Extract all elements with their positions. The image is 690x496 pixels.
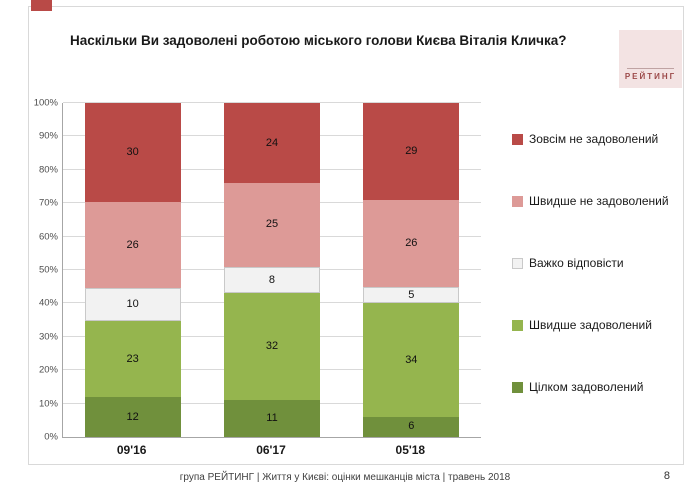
bar-segment: 8 — [223, 266, 320, 294]
chart-title: Наскільки Ви задоволені роботою міського… — [70, 33, 567, 48]
bar-segment-value: 29 — [405, 144, 418, 157]
logo-text: РЕЙТИНГ — [624, 72, 677, 81]
legend-swatch — [512, 319, 523, 331]
y-axis: 0% 10% 20% 30% 40% 50% 60% 70% 80% 90% 100% — [18, 98, 58, 443]
legend-item: Швидше не задоволений — [512, 194, 682, 208]
bar-segment: 12 — [84, 397, 181, 437]
legend-swatch — [512, 381, 523, 393]
legend-swatch — [512, 257, 523, 269]
bar-segment: 10 — [84, 288, 181, 322]
y-tick-label: 10% — [38, 398, 58, 410]
bar-segment: 11 — [223, 400, 320, 437]
stacked-bar: 6 34 5 26 29 — [363, 103, 460, 437]
y-tick-label: 40% — [38, 297, 58, 309]
bar-segment-value: 32 — [265, 340, 279, 353]
x-category-label: 05'18 — [395, 443, 426, 457]
bar-segment-value: 5 — [408, 288, 415, 301]
legend-item: Цілком задоволений — [512, 380, 682, 394]
plot-area: 12 23 10 26 30 11 32 8 25 24 6 34 5 26 29 — [62, 102, 481, 438]
y-tick-label: 90% — [38, 130, 58, 142]
legend-label: Цілком задоволений — [529, 380, 644, 394]
y-tick-label: 0% — [44, 431, 58, 443]
legend-swatch — [512, 133, 523, 145]
y-tick-label: 60% — [38, 231, 58, 243]
bar-segment-value: 11 — [266, 412, 278, 425]
bar-segment-value: 34 — [405, 353, 418, 366]
bar-segment: 29 — [363, 103, 460, 200]
logo-divider-line — [627, 68, 674, 69]
y-tick-label: 30% — [38, 331, 58, 343]
x-labels: 09'16 06'17 05'18 — [62, 443, 480, 457]
bar-segment: 26 — [363, 199, 460, 287]
top-left-accent-square — [31, 0, 52, 11]
legend-item: Швидше задоволений — [512, 318, 682, 332]
legend: Зовсім не задоволений Швидше не задоволен… — [512, 132, 682, 394]
y-tick-label: 50% — [38, 264, 58, 276]
legend-item: Важко відповісти — [512, 256, 682, 270]
bar-segment-value: 26 — [126, 238, 139, 251]
bar-segment: 26 — [84, 202, 181, 289]
bar-segment: 32 — [223, 293, 320, 401]
footer-text: група РЕЙТИНГ | Життя у Києві: оцінки ме… — [179, 472, 511, 483]
legend-swatch — [512, 195, 523, 207]
bar-segment-value: 6 — [408, 420, 415, 433]
y-tick-label: 80% — [38, 164, 58, 176]
legend-label: Важко відповісти — [529, 256, 624, 270]
bars: 12 23 10 26 30 11 32 8 25 24 6 34 5 26 29 — [63, 103, 481, 437]
legend-label: Швидше не задоволений — [529, 194, 669, 208]
slide-border-frame — [28, 6, 684, 465]
bar-segment-value: 26 — [405, 236, 418, 249]
page-number: 8 — [663, 470, 670, 482]
bar-segment-value: 23 — [126, 352, 139, 365]
legend-label: Швидше задоволений — [529, 318, 652, 332]
bar-segment-value: 10 — [126, 298, 139, 311]
x-category-label: 09'16 — [116, 443, 147, 457]
bar-segment-value: 30 — [126, 146, 139, 159]
bar-segment-value: 25 — [265, 218, 279, 231]
bar-segment-value: 24 — [265, 136, 279, 149]
y-tick-label: 70% — [38, 197, 58, 209]
y-tick-label: 20% — [38, 364, 58, 376]
bar-segment: 5 — [363, 286, 460, 304]
bar-segment-value: 12 — [126, 410, 139, 423]
bar-segment: 6 — [363, 416, 460, 437]
bar-segment: 34 — [363, 303, 460, 417]
x-category-label: 06'17 — [256, 443, 286, 457]
legend-item: Зовсім не задоволений — [512, 132, 682, 146]
bar-segment-value: 8 — [268, 273, 276, 286]
rating-group-logo: РЕЙТИНГ — [619, 30, 682, 88]
bar-segment: 25 — [223, 183, 320, 267]
legend-label: Зовсім не задоволений — [529, 132, 659, 146]
bar-segment: 24 — [223, 103, 320, 184]
y-tick-label: 100% — [33, 97, 58, 109]
stacked-bar: 11 32 8 25 24 — [223, 103, 320, 437]
bar-segment: 30 — [84, 103, 181, 203]
stacked-bar: 12 23 10 26 30 — [84, 103, 181, 437]
bar-segment: 23 — [84, 321, 181, 398]
gridline — [63, 102, 481, 103]
